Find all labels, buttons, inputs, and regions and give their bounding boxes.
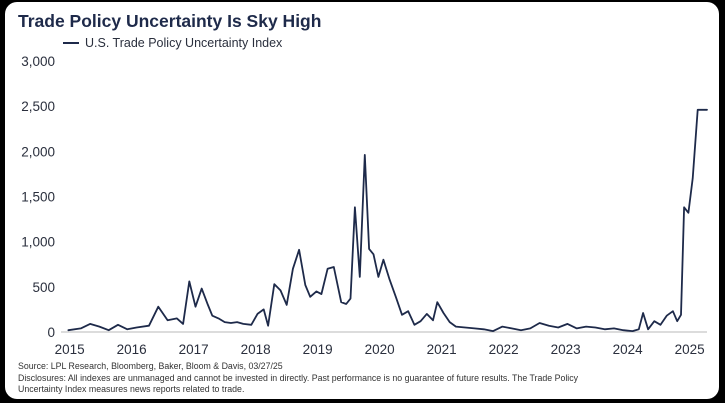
x-tick-label: 2025 — [675, 342, 705, 357]
y-tick-label: 1,000 — [21, 235, 55, 250]
legend-line-swatch — [63, 42, 79, 44]
line-chart: 0 500 1,000 1,500 2,000 2,500 3,000 2015 2016 201… — [21, 54, 708, 357]
y-tick-label: 3,000 — [21, 54, 55, 69]
x-tick-label: 2023 — [551, 342, 581, 357]
x-tick-label: 2020 — [365, 342, 395, 357]
x-tick-label: 2024 — [613, 342, 644, 357]
chart-title: Trade Policy Uncertainty Is Sky High — [18, 11, 322, 31]
chart-footer: Source: LPL Research, Bloomberg, Baker, … — [18, 361, 708, 396]
disclosure-line-2: Uncertainty Index measures news reports … — [18, 384, 245, 395]
series-line — [67, 108, 708, 333]
x-tick-label: 2015 — [55, 342, 85, 357]
y-tick-label: 2,000 — [21, 144, 55, 159]
disclosure-line-1: Disclosures: All indexes are unmanaged a… — [18, 372, 579, 383]
chart-legend: U.S. Trade Policy Uncertainty Index — [63, 36, 282, 50]
x-tick-label: 2016 — [117, 342, 147, 357]
x-tick-label: 2019 — [303, 342, 333, 357]
x-tick-label: 2018 — [241, 342, 271, 357]
legend-label: U.S. Trade Policy Uncertainty Index — [85, 36, 283, 50]
source-note: Source: LPL Research, Bloomberg, Baker, … — [18, 361, 283, 371]
y-tick-label: 2,500 — [21, 99, 55, 114]
x-tick-label: 2022 — [489, 342, 519, 357]
y-tick-label: 0 — [47, 325, 55, 340]
y-tick-label: 500 — [32, 280, 55, 295]
chart-card: Trade Policy Uncertainty Is Sky High U.S… — [5, 2, 719, 399]
y-tick-label: 1,500 — [21, 190, 55, 205]
x-tick-label: 2017 — [179, 342, 209, 357]
x-tick-label: 2021 — [427, 342, 457, 357]
